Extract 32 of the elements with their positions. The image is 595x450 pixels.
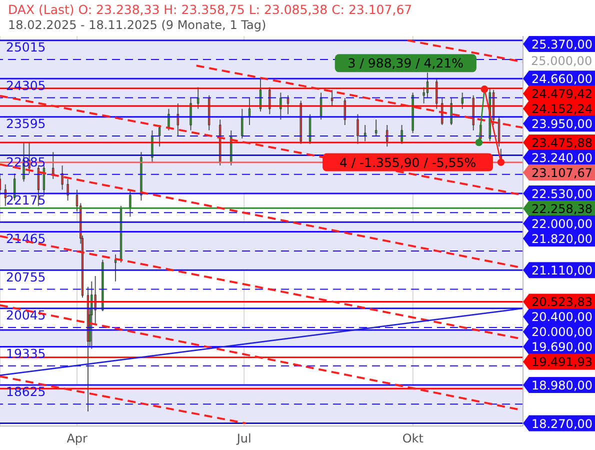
x-tick-label: Apr bbox=[66, 432, 88, 446]
annotation: 3 / 988,39 / 4,21% bbox=[348, 56, 464, 71]
y-tick-label: 24.152,24 bbox=[531, 102, 593, 116]
chart-subtitle: 18.02.2025 - 18.11.2025 (9 Monate, 1 Tag) bbox=[8, 18, 268, 32]
y-tick-label: 20.000,00 bbox=[531, 325, 593, 340]
y-tick-label: 19.491,93 bbox=[531, 355, 593, 370]
ref-line-label: 20755 bbox=[6, 269, 46, 284]
y-tick-label: 20.523,83 bbox=[531, 295, 593, 310]
y-tick-label: 24.660,00 bbox=[531, 72, 593, 86]
y-tick-label: 25.000,00 bbox=[531, 54, 592, 68]
ref-line-label: 23595 bbox=[6, 116, 46, 132]
x-tick-label: Okt bbox=[402, 432, 424, 446]
chart-title: DAX (Last) O: 23.238,33 H: 23.358,75 L: 23.085,38 C: 23.107,67 bbox=[8, 2, 414, 17]
annotation: 4 / -1.355,90 / -5,55% bbox=[339, 154, 476, 170]
y-tick-label: 22.530,00 bbox=[531, 187, 593, 202]
y-tick-label: 23.950,00 bbox=[531, 117, 593, 132]
y-tick-label: 23.107,67 bbox=[531, 166, 593, 180]
x-tick-label: Jul bbox=[236, 432, 252, 446]
y-tick-label: 23.240,00 bbox=[531, 150, 593, 165]
y-tick-label: 22.258,38 bbox=[531, 202, 593, 216]
y-tick-label: 25.370,00 bbox=[531, 38, 593, 52]
y-tick-label: 24.479,42 bbox=[531, 87, 593, 102]
y-tick-label: 18.270,00 bbox=[531, 416, 593, 431]
y-tick-label: 22.000,00 bbox=[531, 217, 593, 232]
y-tick-label: 20.400,00 bbox=[531, 310, 593, 324]
y-tick-label: 19.690,00 bbox=[531, 340, 593, 354]
y-tick-label: 23.475,88 bbox=[531, 136, 593, 150]
y-tick-label: 21.820,00 bbox=[531, 232, 593, 246]
y-tick-label: 18.980,00 bbox=[531, 378, 593, 393]
ref-line-label: 25015 bbox=[6, 39, 46, 54]
y-tick-label: 21.110,00 bbox=[531, 264, 593, 278]
ref-line-label: 20045 bbox=[6, 308, 46, 323]
